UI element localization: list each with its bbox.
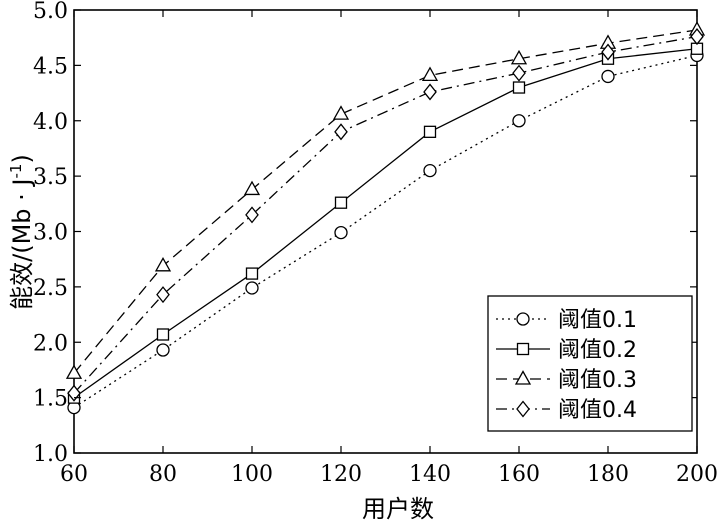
- legend-label: 阈值0.1: [558, 308, 637, 333]
- x-tick-label: 80: [149, 462, 177, 487]
- data-point: [423, 83, 437, 101]
- series-layer: [65, 21, 706, 415]
- data-point: [154, 257, 172, 272]
- x-tick-label: 180: [587, 462, 629, 487]
- data-point: [243, 180, 261, 196]
- y-tick-label: 2.5: [33, 276, 68, 301]
- y-tick-label: 3.0: [33, 221, 68, 246]
- x-tick-label: 200: [676, 462, 718, 487]
- data-point: [156, 328, 170, 341]
- data-point: [512, 114, 526, 128]
- x-tick-label: 120: [320, 462, 362, 487]
- y-axis-label-close: ): [8, 154, 36, 163]
- legend-label: 阈值0.4: [558, 398, 637, 423]
- series-line: [73, 35, 698, 394]
- ticks-layer: 60 80 100 120 140 160 180 200 1.0 1.5 2.0 2.5 3.0 3.5…: [33, 0, 718, 487]
- legend-label: 阈值0.2: [558, 338, 637, 363]
- series-line: [73, 48, 698, 399]
- series-line: [73, 54, 698, 409]
- legend-item: 阈值0.3: [496, 368, 637, 393]
- data-point: [423, 163, 437, 178]
- legend-label: 阈值0.3: [558, 368, 637, 393]
- data-point: [65, 364, 83, 379]
- data-point: [156, 286, 170, 304]
- data-point: [334, 196, 348, 209]
- y-tick-label: 4.5: [33, 54, 68, 79]
- x-tick-label: 60: [60, 462, 88, 487]
- data-point: [601, 43, 615, 61]
- data-point: [334, 123, 348, 141]
- legend-item: 阈值0.1: [496, 308, 637, 333]
- data-point: [601, 69, 615, 84]
- y-axis-label: 能效/(Mb · J-1): [7, 154, 36, 310]
- data-point: [334, 225, 348, 240]
- legend-item: 阈值0.4: [496, 398, 637, 423]
- y-tick-label: 5.0: [33, 0, 68, 24]
- y-tick-label: 2.0: [33, 331, 68, 356]
- legend-marker: [516, 400, 530, 418]
- y-tick-label: 4.0: [33, 110, 68, 135]
- data-point: [512, 81, 526, 94]
- data-point: [67, 384, 81, 402]
- y-axis-label-sup: -1: [7, 164, 25, 179]
- legend-marker: [516, 342, 530, 356]
- y-tick-label: 1.0: [33, 442, 68, 467]
- x-tick-label: 160: [498, 462, 540, 487]
- x-tick-label: 140: [409, 462, 451, 487]
- data-point: [421, 66, 439, 81]
- data-point: [510, 49, 528, 65]
- data-point: [156, 343, 170, 357]
- y-tick-label: 3.5: [33, 165, 68, 190]
- data-point: [332, 105, 350, 120]
- y-tick-label: 1.5: [33, 387, 68, 412]
- legend-marker: [516, 312, 530, 326]
- series-1: [67, 48, 704, 415]
- series-4: [67, 28, 704, 402]
- data-point: [690, 28, 704, 46]
- data-point: [423, 125, 437, 138]
- data-point: [245, 281, 259, 295]
- x-tick-label: 100: [231, 462, 273, 487]
- legend-marker: [514, 370, 532, 385]
- legend-item: 阈值0.2: [496, 338, 637, 363]
- series-line: [73, 29, 698, 374]
- data-point: [245, 206, 259, 224]
- data-point: [245, 267, 259, 280]
- y-axis-label-main: 能效/(Mb · J: [8, 178, 36, 309]
- series-3: [65, 21, 706, 379]
- data-point: [512, 64, 526, 82]
- legend: 阈值0.1 阈值0.2 阈值0.3 阈值0.4: [487, 295, 693, 432]
- x-axis-label: 用户数: [362, 495, 434, 523]
